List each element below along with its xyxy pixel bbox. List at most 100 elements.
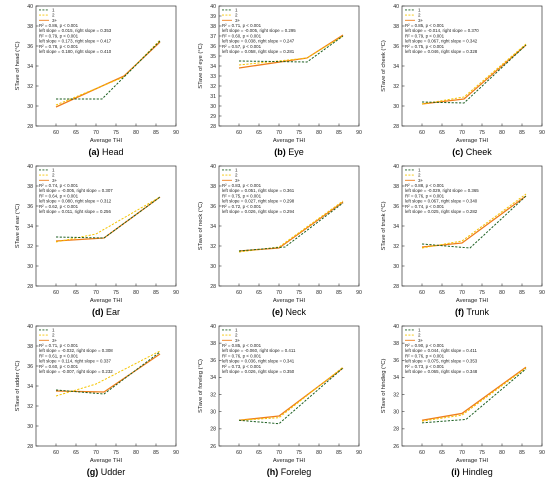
x-tick-label: 90 <box>356 130 362 136</box>
legend-label: 3+ <box>235 178 241 183</box>
y-tick-label: 40 <box>210 164 216 170</box>
caption-name: Trunk <box>464 307 490 317</box>
x-axis-label: Average THI <box>456 138 489 144</box>
caption-name: Ear <box>103 307 120 317</box>
series-line-1 <box>421 195 527 249</box>
stat-slope-text: left slope = -0.007, right slope = 0.232 <box>39 369 113 374</box>
legend-label: 2 <box>418 333 421 338</box>
x-tick-label: 80 <box>499 130 505 136</box>
y-tick-label: 36 <box>393 44 399 50</box>
caption-name: Udder <box>98 467 125 477</box>
y-tick-label: 40 <box>27 4 33 10</box>
legend-label: 3+ <box>235 18 241 23</box>
legend-label: 2 <box>235 333 238 338</box>
x-axis-label: Average THI <box>273 138 306 144</box>
chart-panel-eye: 60 65 70 75 80 85 90 28 29 30 31 32 33 34 35 36 37 38 39 40… <box>198 4 362 157</box>
stat-r2-text: R² = 0.75, p < 0.001 <box>222 194 262 199</box>
stat-r2-text: R² = 0.76, p < 0.001 <box>222 354 262 359</box>
stat-slope-text: left slope = -0.014, right slope = 0.370 <box>405 28 479 33</box>
series-line-3plus <box>238 367 344 421</box>
legend-label: 2 <box>235 13 238 18</box>
y-tick-label: 38 <box>393 24 399 30</box>
x-tick-label: 70 <box>459 450 465 456</box>
x-axis-label: Average THI <box>273 458 306 464</box>
y-tick-label: 38 <box>393 341 399 347</box>
stat-r2-text: R² = 0.73, p < 0.001 <box>222 364 262 369</box>
x-tick-label: 70 <box>93 130 99 136</box>
x-tick-label: 90 <box>539 290 545 296</box>
x-tick-label: 85 <box>519 130 525 136</box>
y-axis-label: STave of udder (°C) <box>15 360 21 411</box>
caption-letter: (a) <box>88 147 99 157</box>
caption-name: Cheek <box>463 147 492 157</box>
stat-slope-text: left slope = -0.005, right slope = 0.307 <box>39 188 113 193</box>
x-axis-label: Average THI <box>90 458 123 464</box>
stat-r2-text: R² = 0.71, p < 0.001 <box>39 343 79 348</box>
y-tick-label: 32 <box>27 244 33 250</box>
x-tick-label: 85 <box>336 450 342 456</box>
stat-r2-text: R² = 0.78, p < 0.001 <box>39 44 79 49</box>
y-tick-label: 36 <box>27 204 33 210</box>
y-tick-label: 34 <box>27 224 33 230</box>
series-line-2 <box>238 366 344 421</box>
stat-r2-text: R² = 0.79, p < 0.001 <box>39 34 79 39</box>
stat-slope-text: left slope = 0.075, right slope = 0.353 <box>405 359 478 364</box>
y-tick-label: 30 <box>393 104 399 110</box>
series-line-1 <box>56 40 161 100</box>
stat-r2-text: R² = 0.74, p < 0.001 <box>405 204 445 209</box>
y-tick-label: 32 <box>210 392 216 398</box>
stat-slope-text: left slope = -0.005, right slope = 0.295 <box>222 28 296 33</box>
y-tick-label: 34 <box>27 64 33 70</box>
series-line-1 <box>238 35 344 63</box>
stat-r2-text: R² = 0.75, p < 0.001 <box>405 44 445 49</box>
caption-letter: (f) <box>455 307 464 317</box>
y-axis-label: STave of cheek (°C) <box>381 40 387 92</box>
y-tick-label: 28 <box>27 284 33 290</box>
y-tick-label: 34 <box>393 224 399 230</box>
caption-letter: (c) <box>452 147 463 157</box>
panel-caption: (e) Neck <box>272 307 307 317</box>
legend-label: 1 <box>52 328 55 333</box>
stat-slope-text: left slope = 0.015, right slope = 0.353 <box>39 28 112 33</box>
x-axis-label: Average THI <box>90 298 123 304</box>
x-axis-label: Average THI <box>273 298 306 304</box>
y-tick-label: 26 <box>210 444 216 450</box>
series-line-2 <box>421 367 527 422</box>
x-tick-label: 75 <box>296 450 302 456</box>
stat-slope-text: left slope = 0.114, right slope = 0.337 <box>39 359 111 364</box>
panel-caption: (i) Hindleg <box>451 467 493 477</box>
stat-slope-text: left slope = 0.026, right slope = 0.294 <box>222 209 295 214</box>
chart-panel-ear: 60 65 70 75 80 85 90 28 30 32 34 36 38 40 Average THI S… <box>15 164 179 317</box>
panel-caption: (a) Head <box>88 147 123 157</box>
y-tick-label: 38 <box>27 344 33 350</box>
y-axis-label: STave of foreleg (°C) <box>198 359 204 413</box>
y-tick-label: 36 <box>210 44 216 50</box>
x-tick-label: 80 <box>133 290 139 296</box>
y-tick-label: 28 <box>393 124 399 130</box>
y-tick-label: 30 <box>393 264 399 270</box>
series-line-2 <box>421 43 527 105</box>
stat-slope-text: left slope = 0.026, right slope = 0.350 <box>222 369 295 374</box>
x-tick-label: 70 <box>276 290 282 296</box>
chart-panel-neck: 60 65 70 75 80 85 90 28 30 32 34 36 38 40 Average THI S… <box>198 164 362 317</box>
stat-slope-text: left slope = 0.027, right slope = 0.298 <box>222 199 295 204</box>
legend-label: 3+ <box>235 338 241 343</box>
x-tick-label: 90 <box>539 130 545 136</box>
stat-r2-text: R² = 0.62, p < 0.001 <box>39 204 79 209</box>
caption-name: Head <box>99 147 123 157</box>
stat-slope-text: left slope = 0.051, right slope = 0.361 <box>222 188 295 193</box>
x-tick-label: 90 <box>173 450 179 456</box>
legend-label: 2 <box>52 333 55 338</box>
y-tick-label: 38 <box>210 24 216 30</box>
x-tick-label: 85 <box>153 130 159 136</box>
stat-r2-text: R² = 0.85, p < 0.001 <box>222 343 262 348</box>
chart-panel-udder: 60 65 70 75 80 85 90 28 30 32 34 36 38 40 Average THI S… <box>15 324 179 477</box>
y-tick-label: 34 <box>393 64 399 70</box>
x-tick-label: 70 <box>93 450 99 456</box>
panel-caption: (f) Trunk <box>455 307 490 317</box>
x-tick-label: 65 <box>73 130 79 136</box>
caption-letter: (g) <box>87 467 99 477</box>
y-tick-label: 32 <box>27 84 33 90</box>
x-tick-label: 80 <box>499 290 505 296</box>
y-tick-label: 36 <box>27 44 33 50</box>
